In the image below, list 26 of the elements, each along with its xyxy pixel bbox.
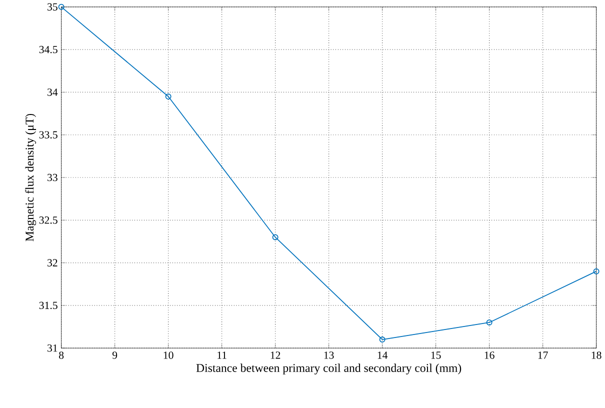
x-tick-label: 17	[538, 351, 548, 359]
y-tick-label: 31.5	[39, 302, 58, 309]
y-tick-label: 31	[48, 344, 58, 352]
y-tick-label: 33	[48, 174, 58, 181]
x-tick-label: 15	[431, 351, 441, 359]
x-tick-label: 9	[112, 351, 118, 359]
x-tick-label: 14	[378, 351, 388, 359]
y-tick-label: 34	[48, 88, 58, 96]
x-axis-title: Distance between primary coil and secondary coil (mm)	[196, 363, 462, 374]
x-tick-label: 10	[164, 351, 174, 359]
point	[486, 319, 492, 326]
y-tick-label: 32.5	[39, 216, 58, 224]
y-tick-label: 34.5	[39, 46, 58, 54]
point	[272, 234, 278, 240]
y-tick-label: 35	[48, 3, 58, 10]
x-tick-label: 8	[59, 351, 64, 359]
point	[165, 93, 172, 100]
x-tick-label: 12	[270, 351, 280, 359]
x-tick-label: 16	[484, 351, 494, 359]
y-axis-title: Magnetic flux density (μT)	[25, 114, 36, 242]
x-tick-label: 11	[218, 351, 226, 359]
point	[379, 336, 386, 342]
y-tick-label: 33.5	[39, 130, 58, 138]
x-tick-label: 18	[592, 351, 602, 359]
x-tick-label: 13	[324, 351, 334, 359]
y-tick-label: 32	[48, 258, 58, 266]
